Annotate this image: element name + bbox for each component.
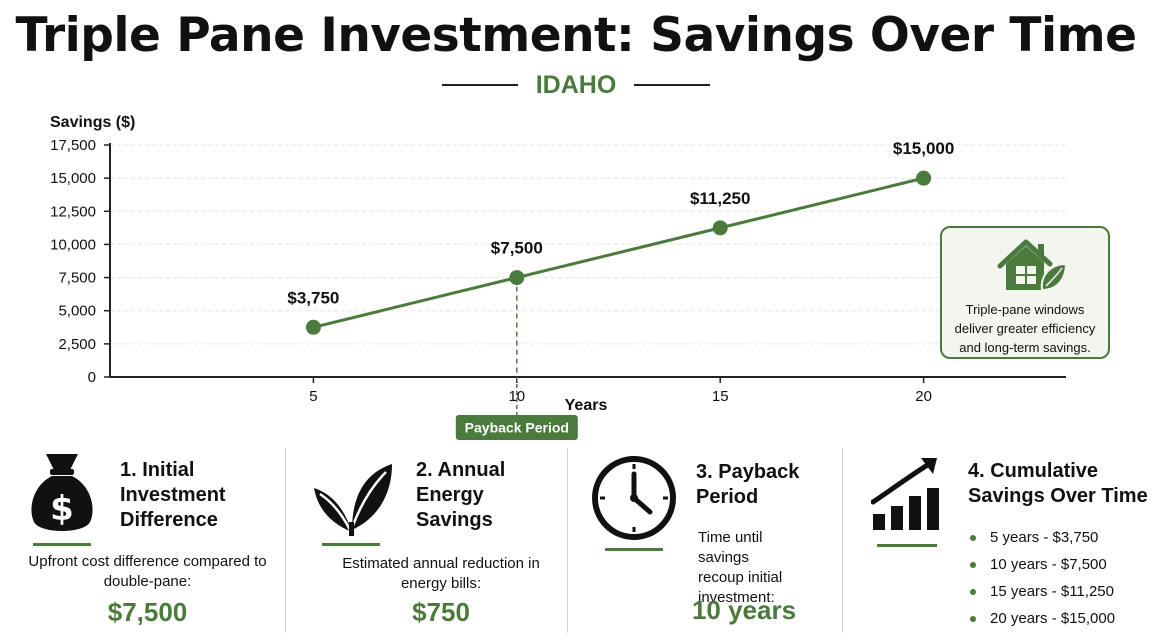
x-tick-label: 15 [712, 388, 729, 405]
card-title: 4. Cumulative Savings Over Time [968, 460, 1148, 507]
data-label: $15,000 [893, 139, 954, 158]
info-box: Triple-pane windows deliver greater effi… [940, 226, 1110, 359]
data-label: $3,750 [287, 288, 339, 307]
y-tick-label: 2,500 [58, 336, 96, 353]
y-tick-label: 0 [88, 369, 96, 386]
card-divider [567, 448, 568, 633]
grid-lines [110, 144, 1066, 345]
cumulative-savings-list: 5 years - $3,750 10 years - $7,500 15 ye… [970, 524, 1115, 632]
card-description: Time until savings recoup initial invest… [698, 529, 783, 606]
y-tick-label: 10,000 [50, 236, 96, 253]
card-accent-line [33, 543, 91, 546]
payback-badge [455, 415, 578, 440]
card-value: $750 [412, 597, 470, 627]
bullet-icon [970, 615, 976, 622]
x-tick-label: 20 [915, 388, 932, 405]
y-tick-label: 12,500 [50, 203, 96, 220]
x-tick-labels: 5 10 15 20 [309, 388, 932, 405]
bullet-icon [970, 561, 976, 568]
data-labels: $3,750 $7,500 $11,250 $15,000 [287, 139, 954, 307]
payback-annotation: Payback Period [455, 277, 578, 440]
svg-text:$: $ [50, 489, 74, 529]
card-title: 1. Initial Investment Difference [120, 459, 226, 531]
data-point [712, 220, 728, 236]
house-leaf-icon [997, 239, 1068, 292]
card-cumulative-savings: 4. Cumulative Savings Over Time [843, 440, 1152, 640]
card-description: Estimated annual reduction in energy bil… [342, 555, 540, 592]
data-point [305, 319, 321, 335]
card-description: Upfront cost difference compared to doub… [28, 553, 267, 590]
series-line [313, 176, 924, 329]
payback-badge-label: Payback Period [465, 420, 569, 436]
x-axis-label: Years [565, 397, 608, 414]
subtitle-rule-left [441, 84, 518, 86]
y-axis-label: Savings ($) [50, 114, 135, 131]
list-item: 20 years - $15,000 [970, 605, 1115, 632]
data-label: $7,500 [491, 239, 543, 258]
card-title: 2. Annual Energy Savings [416, 459, 506, 531]
subtitle-row: IDAHO [0, 70, 1152, 100]
card-accent-line [605, 548, 663, 551]
y-tick-label: 15,000 [50, 170, 96, 187]
list-item: 10 years - $7,500 [970, 551, 1115, 578]
y-tick-labels: 0 2,500 5,000 7,500 10,000 12,500 15,000 17,500 [50, 137, 96, 386]
card-payback-period: 3. Payback Period Time until savings rec… [568, 440, 842, 640]
growth-chart-icon [871, 458, 939, 530]
list-item-text: 10 years - $7,500 [990, 556, 1107, 573]
y-tick-label: 7,500 [58, 270, 96, 287]
leaf-icon [314, 464, 392, 536]
data-label: $11,250 [690, 189, 751, 208]
clock-icon [592, 456, 676, 540]
x-tick-label: 10 [508, 388, 525, 405]
list-item: 15 years - $11,250 [970, 578, 1115, 605]
card-title: 3. Payback Period [696, 461, 800, 508]
list-item: 5 years - $3,750 [970, 524, 1115, 551]
page-title: Triple Pane Investment: Savings Over Tim… [15, 8, 1137, 63]
x-tick-label: 5 [309, 388, 317, 405]
card-accent-line [322, 543, 380, 546]
list-item-text: 20 years - $15,000 [990, 610, 1116, 627]
card-initial-investment: $ 1. Initial Investment Difference Upfro… [0, 440, 285, 640]
bullet-icon [970, 534, 976, 541]
y-tick-label: 5,000 [58, 303, 96, 320]
money-bag-icon: $ [31, 454, 93, 531]
card-divider [842, 448, 843, 633]
summary-cards: $ 1. Initial Investment Difference Upfro… [0, 440, 1152, 640]
list-item-text: 5 years - $3,750 [990, 529, 1099, 546]
subtitle-rule-right [634, 84, 711, 86]
y-tick-label: 17,500 [50, 137, 96, 154]
data-point [509, 270, 525, 286]
card-accent-line [877, 544, 937, 547]
card-annual-savings: 2. Annual Energy Savings Estimated annua… [286, 440, 567, 640]
list-item-text: 15 years - $11,250 [990, 583, 1114, 600]
data-point [916, 170, 932, 186]
subtitle: IDAHO [535, 70, 617, 99]
card-value: 10 years [691, 595, 797, 625]
card-value: $7,500 [107, 597, 188, 627]
data-points [305, 170, 932, 335]
bullet-icon [970, 588, 976, 595]
info-text: Triple-pane windows deliver greater effi… [954, 302, 1096, 355]
series-line [313, 176, 924, 329]
savings-line-chart: 0 2,500 5,000 7,500 10,000 12,500 15,000 17,500… [50, 114, 1066, 440]
card-divider [285, 448, 286, 633]
